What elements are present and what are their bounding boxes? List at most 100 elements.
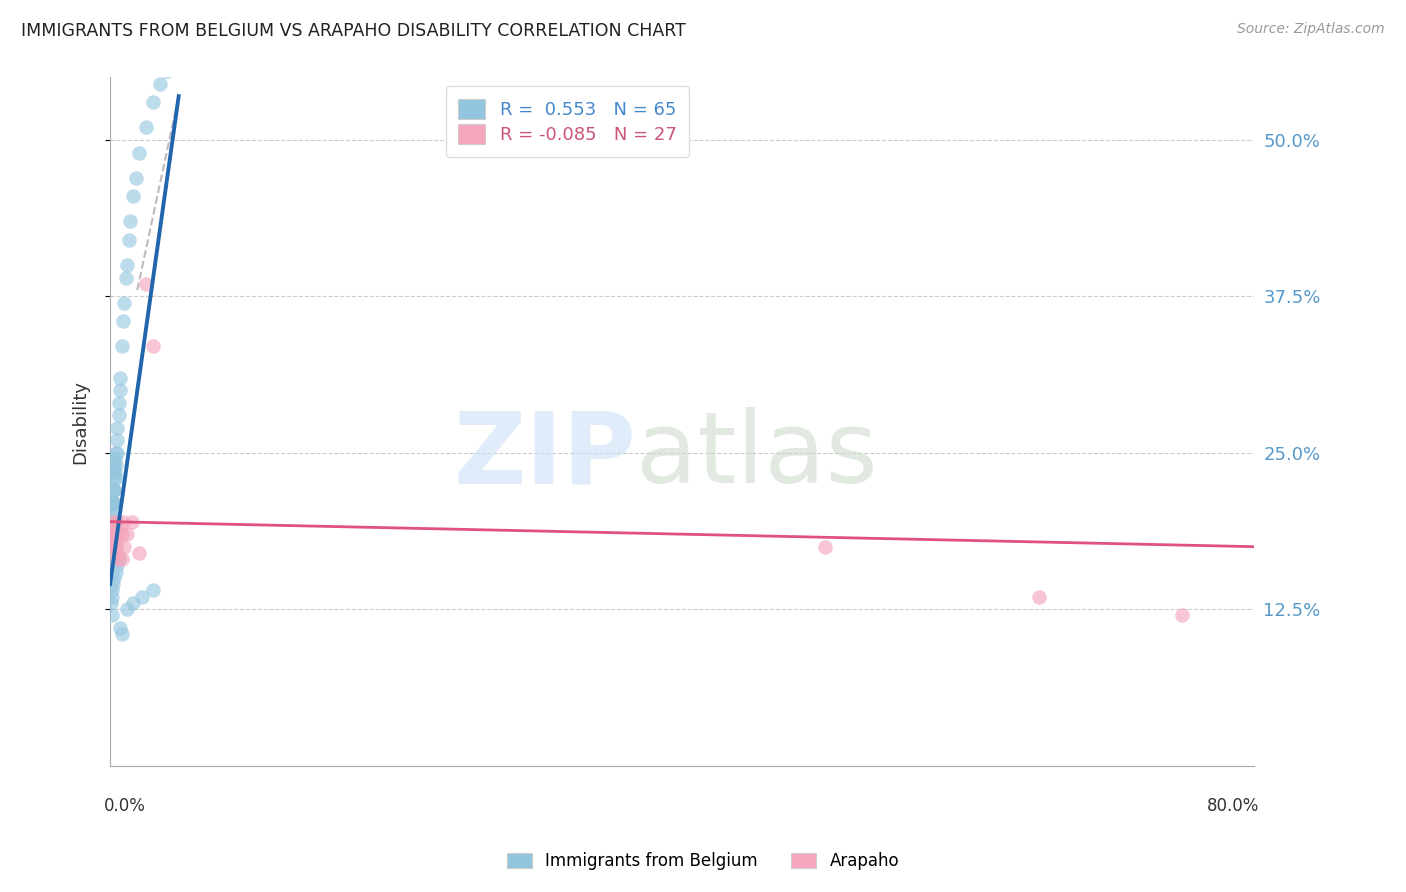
Point: [104, 452, 127, 467]
Point: [103, 515, 125, 529]
Point: [101, 515, 124, 529]
Point: [120, 214, 142, 228]
Point: [110, 339, 132, 353]
Point: [100, 596, 122, 610]
Text: 80.0%: 80.0%: [1206, 797, 1260, 814]
Point: [103, 483, 125, 498]
Point: [101, 483, 124, 498]
Point: [100, 515, 122, 529]
Point: [104, 446, 127, 460]
Point: [103, 471, 125, 485]
Point: [105, 434, 128, 448]
Point: [118, 233, 141, 247]
Point: [101, 521, 124, 535]
Point: [100, 608, 122, 623]
Point: [108, 621, 131, 635]
Point: [101, 496, 124, 510]
Point: [100, 546, 122, 560]
Point: [111, 515, 134, 529]
Point: [103, 521, 125, 535]
Point: [125, 170, 148, 185]
Point: [111, 314, 134, 328]
Point: [108, 521, 131, 535]
Point: [103, 527, 125, 541]
Point: [1028, 590, 1050, 604]
Point: [177, 33, 200, 47]
Point: [100, 590, 122, 604]
Point: [142, 95, 165, 110]
Point: [142, 339, 165, 353]
Point: [122, 596, 145, 610]
Point: [103, 465, 125, 479]
Point: [101, 527, 124, 541]
Point: [101, 496, 124, 510]
Point: [105, 533, 128, 548]
Point: [103, 533, 125, 548]
Point: [107, 552, 129, 566]
Point: [110, 527, 132, 541]
Point: [112, 540, 135, 554]
Text: atlas: atlas: [636, 408, 877, 505]
Point: [814, 540, 837, 554]
Point: [103, 458, 125, 473]
Point: [112, 295, 135, 310]
Point: [101, 527, 124, 541]
Point: [107, 552, 129, 566]
Point: [101, 583, 124, 598]
Point: [107, 409, 129, 423]
Point: [100, 521, 122, 535]
Point: [101, 540, 124, 554]
Point: [101, 577, 124, 591]
Y-axis label: Disability: Disability: [72, 380, 89, 464]
Point: [135, 277, 157, 291]
Point: [101, 527, 124, 541]
Point: [105, 446, 128, 460]
Point: [104, 458, 127, 473]
Point: [100, 546, 122, 560]
Point: [184, 21, 207, 35]
Point: [105, 421, 128, 435]
Point: [103, 483, 125, 498]
Point: [121, 515, 143, 529]
Point: [115, 258, 138, 272]
Point: [101, 540, 124, 554]
Point: [122, 189, 145, 203]
Point: [142, 583, 165, 598]
Point: [131, 590, 153, 604]
Text: IMMIGRANTS FROM BELGIUM VS ARAPAHO DISABILITY CORRELATION CHART: IMMIGRANTS FROM BELGIUM VS ARAPAHO DISAB…: [21, 22, 686, 40]
Point: [108, 384, 131, 398]
Point: [101, 508, 124, 523]
Point: [105, 546, 128, 560]
Point: [115, 602, 138, 616]
Point: [128, 546, 150, 560]
Point: [104, 565, 127, 579]
Point: [105, 558, 128, 573]
Point: [104, 471, 127, 485]
Point: [135, 120, 157, 135]
Point: [100, 533, 122, 548]
Point: [149, 77, 172, 91]
Point: [103, 571, 125, 585]
Point: [104, 465, 127, 479]
Text: 0.0%: 0.0%: [104, 797, 146, 814]
Point: [100, 521, 122, 535]
Point: [107, 396, 129, 410]
Point: [101, 540, 124, 554]
Point: [108, 370, 131, 384]
Point: [100, 508, 122, 523]
Legend: Immigrants from Belgium, Arapaho: Immigrants from Belgium, Arapaho: [501, 846, 905, 877]
Point: [104, 540, 127, 554]
Point: [110, 627, 132, 641]
Point: [115, 527, 138, 541]
Point: [104, 515, 127, 529]
Point: [114, 270, 136, 285]
Point: [128, 145, 150, 160]
Text: ZIP: ZIP: [453, 408, 636, 505]
Point: [103, 496, 125, 510]
Point: [156, 64, 179, 78]
Point: [110, 552, 132, 566]
Point: [100, 533, 122, 548]
Point: [1171, 608, 1194, 623]
Point: [103, 496, 125, 510]
Text: Source: ZipAtlas.com: Source: ZipAtlas.com: [1237, 22, 1385, 37]
